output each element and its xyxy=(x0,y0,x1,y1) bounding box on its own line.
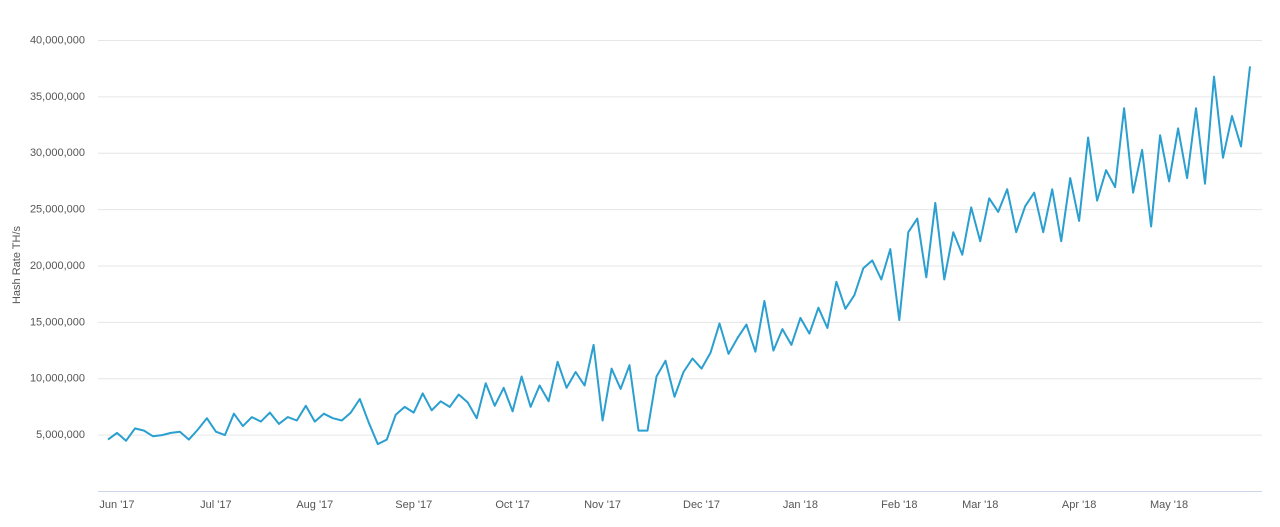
x-tick-label: Sep '17 xyxy=(395,499,432,511)
y-axis-title: Hash Rate TH/s xyxy=(11,225,23,304)
x-tick-label: Jun '17 xyxy=(99,499,134,511)
y-tick-label: 15,000,000 xyxy=(30,316,85,328)
x-tick-label: Nov '17 xyxy=(584,499,621,511)
x-tick-label: Jul '17 xyxy=(200,499,231,511)
x-tick-label: Mar '18 xyxy=(962,499,998,511)
y-tick-label: 40,000,000 xyxy=(30,34,85,46)
x-tick-label: Dec '17 xyxy=(683,499,720,511)
y-tick-label: 5,000,000 xyxy=(36,429,85,441)
y-tick-label: 35,000,000 xyxy=(30,91,85,103)
x-tick-label: Jan '18 xyxy=(783,499,818,511)
x-tick-label: Feb '18 xyxy=(881,499,917,511)
x-tick-label: May '18 xyxy=(1150,499,1188,511)
y-tick-label: 25,000,000 xyxy=(30,204,85,216)
x-tick-label: Aug '17 xyxy=(296,499,333,511)
y-tick-label: 30,000,000 xyxy=(30,147,85,159)
x-tick-label: Oct '17 xyxy=(495,499,530,511)
y-tick-label: 20,000,000 xyxy=(30,260,85,272)
x-tick-label: Apr '18 xyxy=(1062,499,1097,511)
y-tick-label: 10,000,000 xyxy=(30,373,85,385)
data-line xyxy=(107,66,1251,446)
